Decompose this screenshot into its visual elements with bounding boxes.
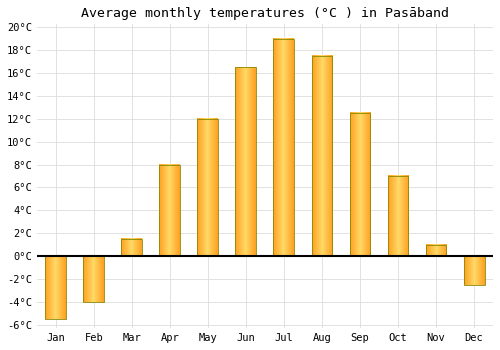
Bar <box>198 119 218 256</box>
Bar <box>388 176 408 256</box>
Bar <box>236 67 256 256</box>
Bar <box>160 164 180 256</box>
Bar <box>426 245 446 256</box>
Bar <box>464 256 484 285</box>
Bar <box>312 56 332 256</box>
Bar <box>122 239 142 256</box>
Bar <box>84 256 104 302</box>
Bar <box>274 39 294 256</box>
Bar <box>350 113 370 256</box>
Title: Average monthly temperatures (°C ) in Pasāband: Average monthly temperatures (°C ) in Pa… <box>81 7 449 20</box>
Bar <box>46 256 66 319</box>
